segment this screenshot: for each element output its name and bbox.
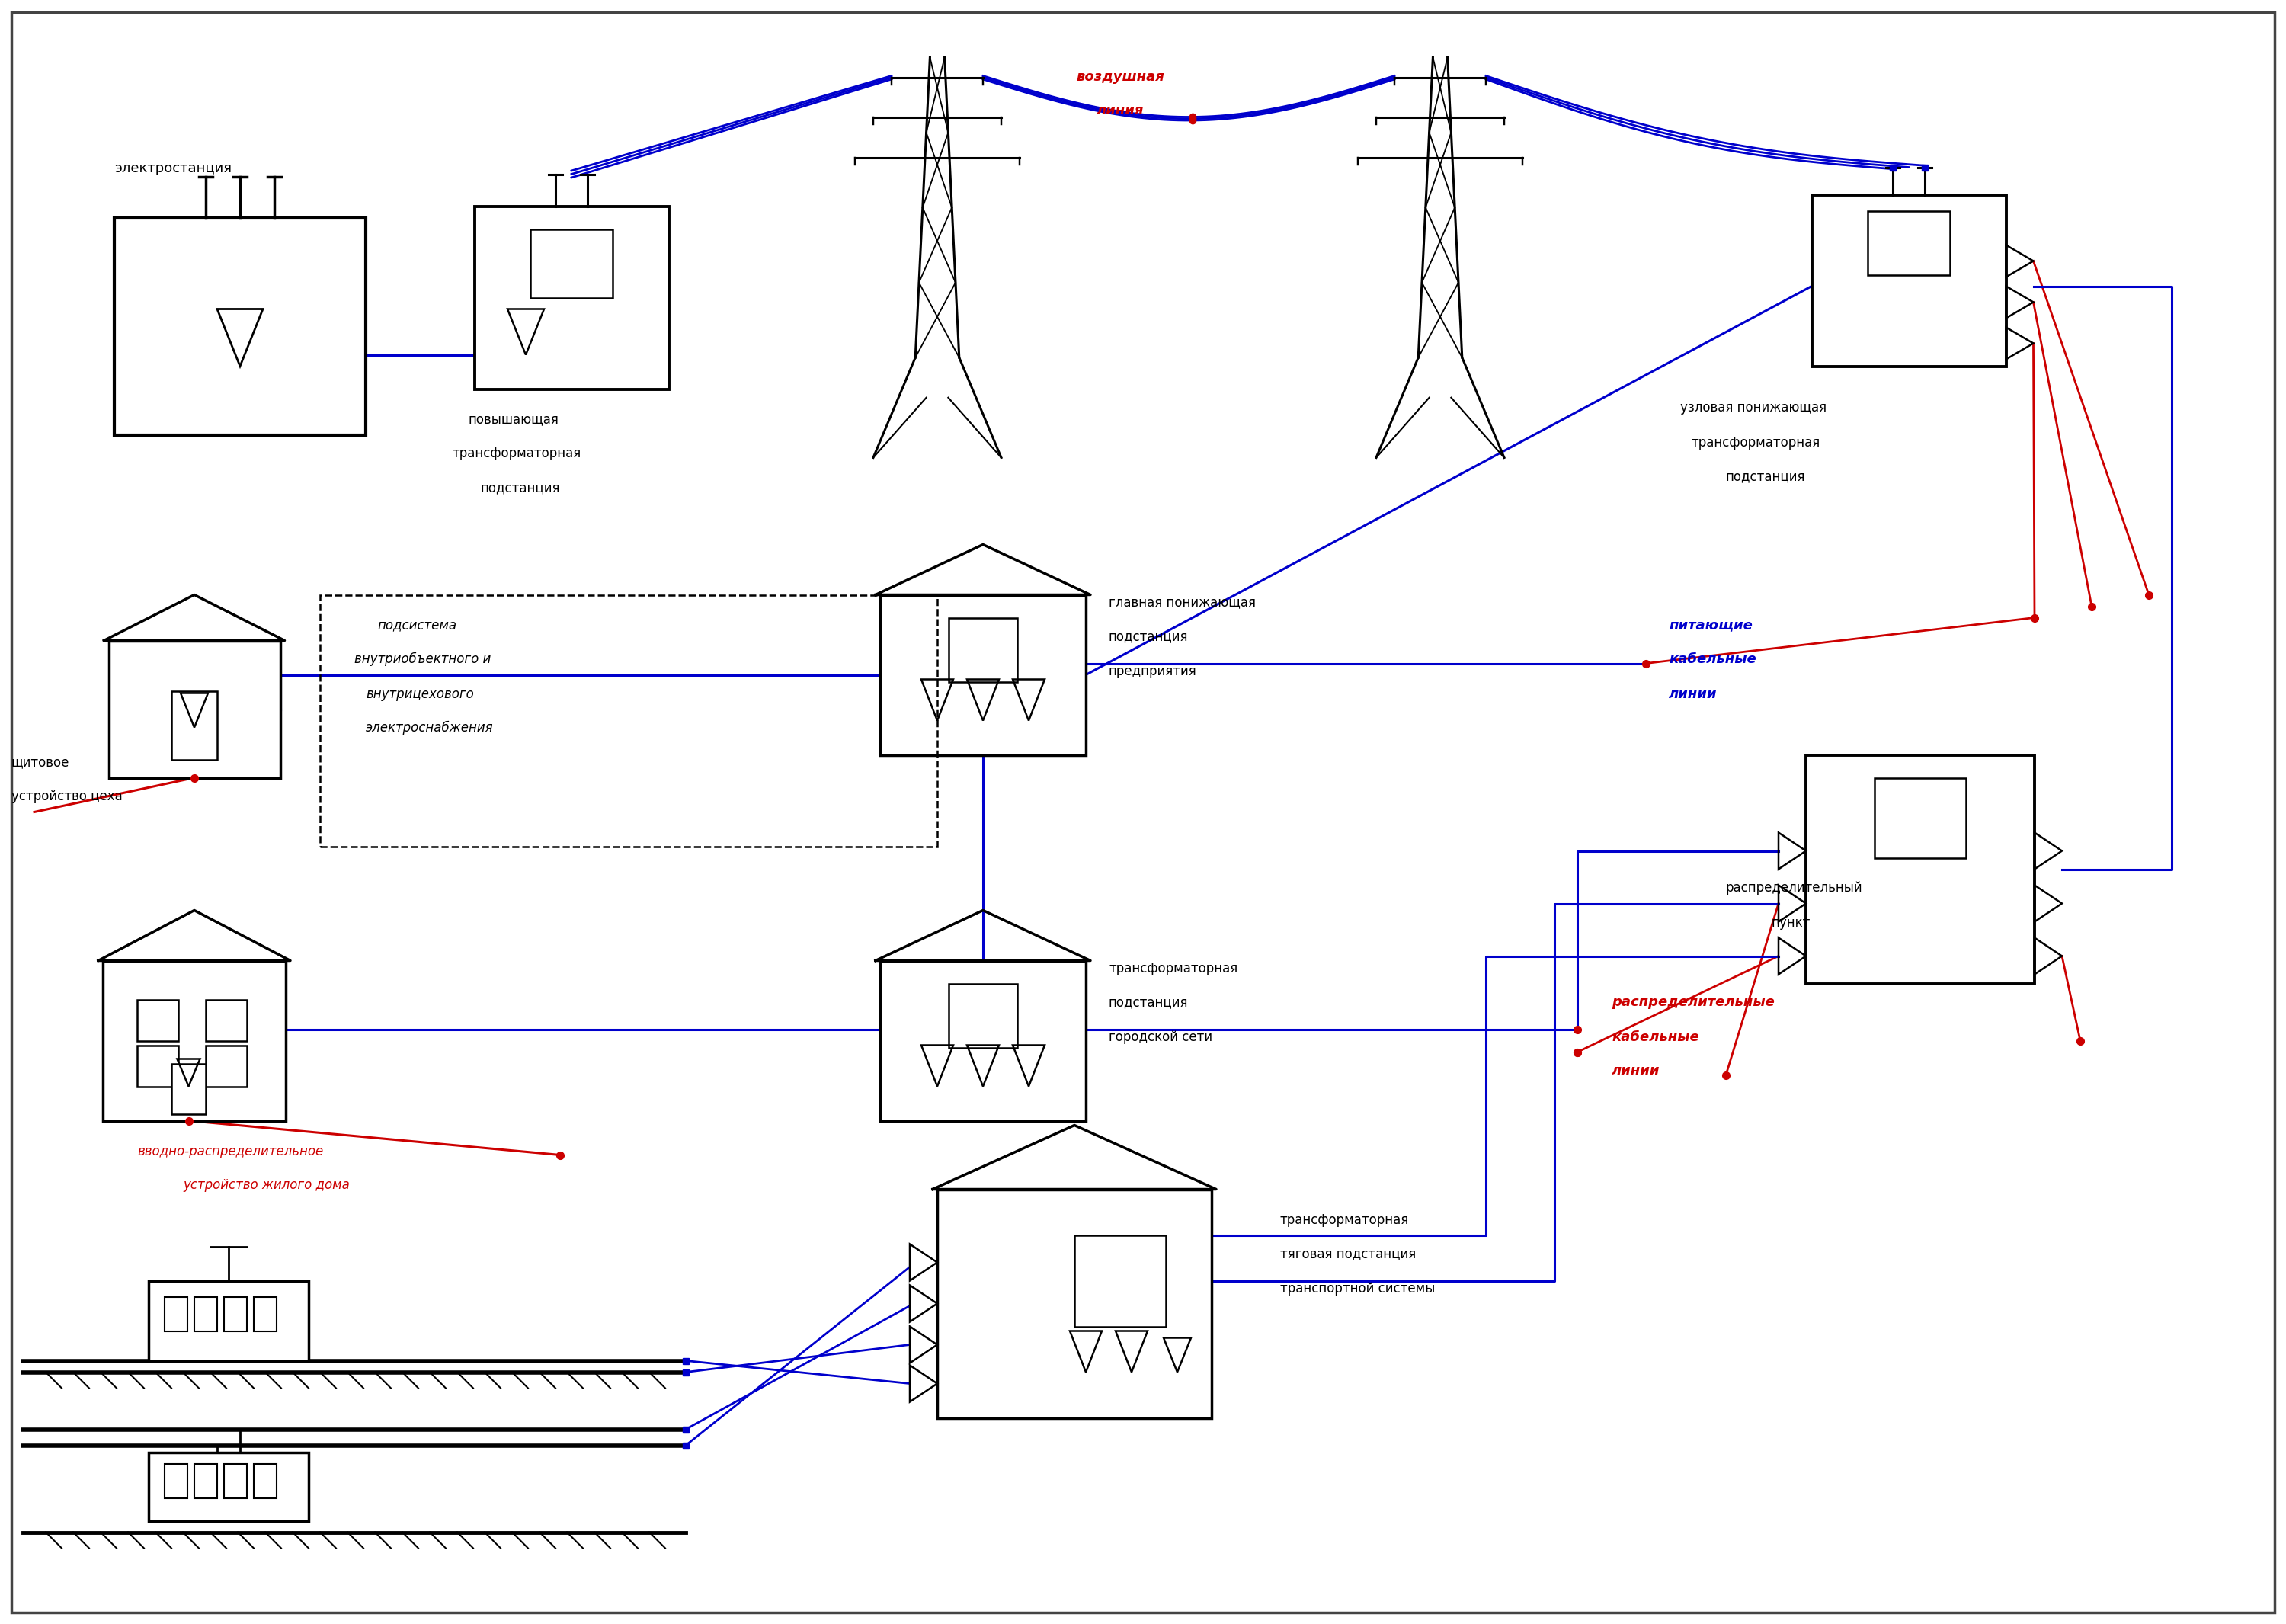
Text: подсистема: подсистема <box>377 619 457 632</box>
Text: транспортной системы: транспортной системы <box>1280 1281 1436 1296</box>
Text: распределительные: распределительные <box>1612 996 1774 1010</box>
Bar <box>165 1296 187 1332</box>
Text: трансформаторная: трансформаторная <box>1692 435 1820 450</box>
Text: подстанция: подстанция <box>1109 630 1189 643</box>
Text: пункт: пункт <box>1772 916 1811 929</box>
Text: устройство жилого дома: устройство жилого дома <box>183 1179 350 1192</box>
Text: электроснабжения: электроснабжения <box>366 721 494 736</box>
Text: кабельные: кабельные <box>1612 1030 1698 1044</box>
Text: повышающая: повышающая <box>469 412 560 427</box>
Text: городской сети: городской сети <box>1109 1030 1212 1044</box>
Text: устройство цеха: устройство цеха <box>11 789 123 804</box>
Bar <box>254 1296 277 1332</box>
Bar <box>171 690 217 760</box>
Bar <box>949 617 1017 682</box>
Text: линии: линии <box>1669 687 1717 700</box>
Bar <box>1875 778 1966 857</box>
Bar <box>103 961 286 1121</box>
Bar <box>224 1463 247 1497</box>
Text: узловая понижающая: узловая понижающая <box>1680 401 1827 416</box>
Text: подстанция: подстанция <box>1109 996 1189 1010</box>
Bar <box>137 1046 178 1086</box>
Bar <box>110 640 279 778</box>
Text: главная понижающая: главная понижающая <box>1109 596 1255 609</box>
Text: подстанция: подстанция <box>480 481 560 495</box>
Bar <box>880 594 1086 755</box>
Bar <box>530 229 613 297</box>
Bar <box>1806 755 2035 984</box>
Bar <box>149 1452 309 1520</box>
Text: электростанция: электростанция <box>114 161 231 175</box>
Bar <box>1811 195 2007 365</box>
Bar <box>194 1463 217 1497</box>
Bar <box>1074 1234 1166 1327</box>
Bar <box>320 594 937 846</box>
Text: вводно-распределительное: вводно-распределительное <box>137 1145 322 1158</box>
Bar <box>206 999 247 1041</box>
Bar <box>137 999 178 1041</box>
Text: распределительный: распределительный <box>1726 882 1863 895</box>
Bar <box>114 218 366 435</box>
Bar <box>149 1281 309 1361</box>
Text: линии: линии <box>1612 1064 1660 1078</box>
Text: предприятия: предприятия <box>1109 664 1198 677</box>
Bar <box>206 1046 247 1086</box>
Text: линия: линия <box>1097 104 1143 119</box>
Text: трансформаторная: трансформаторная <box>1280 1213 1408 1226</box>
Text: кабельные: кабельные <box>1669 653 1756 666</box>
Bar <box>949 984 1017 1047</box>
Bar <box>171 1064 206 1114</box>
Text: щитовое: щитовое <box>11 755 69 770</box>
Bar <box>194 1296 217 1332</box>
Bar <box>224 1296 247 1332</box>
Text: внутриобъектного и: внутриобъектного и <box>354 653 491 666</box>
Bar <box>475 206 668 390</box>
Text: трансформаторная: трансформаторная <box>1109 961 1237 974</box>
Text: подстанция: подстанция <box>1726 469 1806 484</box>
Text: питающие: питающие <box>1669 619 1753 632</box>
Bar <box>165 1463 187 1497</box>
Bar <box>1868 211 1950 274</box>
Bar <box>880 961 1086 1121</box>
Text: внутрицехового: внутрицехового <box>366 687 473 700</box>
Bar <box>254 1463 277 1497</box>
Text: тяговая подстанция: тяговая подстанция <box>1280 1247 1415 1260</box>
Text: воздушная: воздушная <box>1077 70 1164 83</box>
Text: трансформаторная: трансформаторная <box>453 447 581 461</box>
Bar <box>937 1189 1212 1418</box>
